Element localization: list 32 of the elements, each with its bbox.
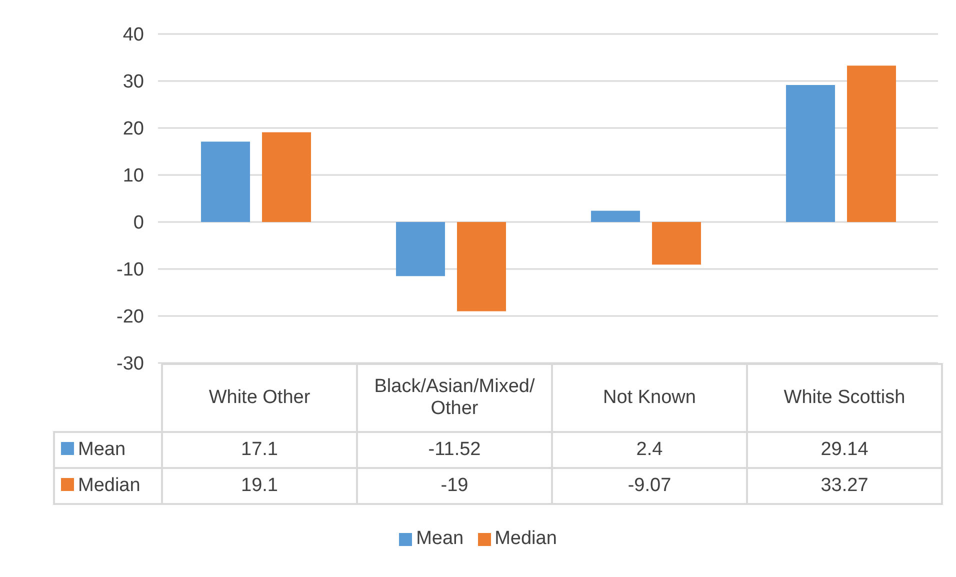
data-label: 19.1 — [162, 468, 357, 504]
y-tick-label: 0 — [133, 212, 144, 234]
text: Median — [494, 528, 557, 549]
data-label: 2.4 — [552, 432, 747, 468]
bar — [847, 66, 896, 222]
x-tick-label: White Scottish — [747, 364, 942, 432]
y-tick-label: 40 — [122, 24, 144, 46]
data-label: -9.07 — [552, 468, 747, 504]
data-label: 17.1 — [162, 432, 357, 468]
data-label: 33.27 — [747, 468, 942, 504]
bar — [457, 222, 506, 312]
y-tick-label: -20 — [116, 306, 144, 328]
bar — [262, 132, 311, 222]
bar — [201, 142, 250, 222]
bar — [786, 85, 835, 222]
data-label: 29.14 — [747, 432, 942, 468]
legend-label: Median — [54, 468, 162, 504]
y-tick-label: 20 — [122, 118, 144, 140]
y-tick-label: -10 — [116, 260, 144, 281]
x-tick-label: Black/Asian/Mixed/Other — [357, 364, 552, 432]
data-label: -19 — [357, 468, 552, 504]
y-tick-label: 10 — [122, 166, 144, 187]
y-tick-label: 30 — [122, 72, 144, 93]
bar — [396, 222, 445, 276]
legend-label: Mean — [54, 432, 162, 468]
bar — [652, 222, 701, 265]
text: Mean — [416, 528, 464, 549]
y-tick-label: -30 — [116, 354, 144, 375]
x-tick-label: White Other — [162, 364, 357, 432]
x-tick-label: Not Known — [552, 364, 747, 432]
data-label: -11.52 — [357, 432, 552, 468]
bar — [591, 210, 640, 222]
